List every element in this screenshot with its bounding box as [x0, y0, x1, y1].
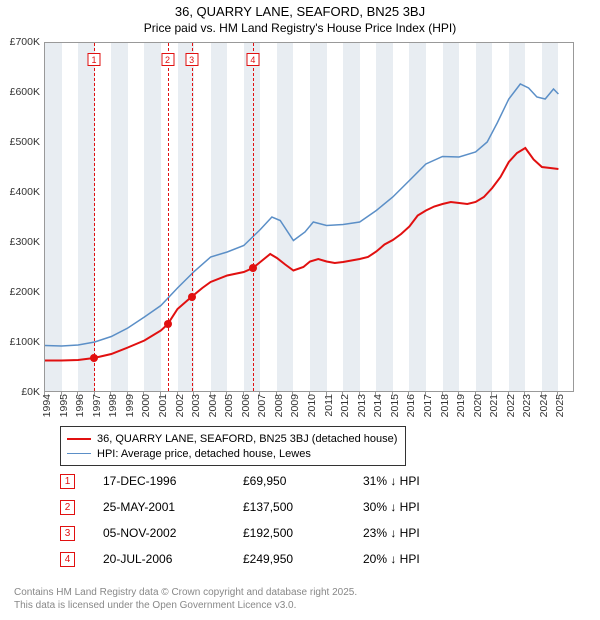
- y-axis-label: £200K: [0, 286, 40, 298]
- sale-delta: 20% ↓ HPI: [363, 552, 483, 566]
- sale-date: 05-NOV-2002: [103, 526, 243, 540]
- x-axis-label: 2020: [472, 394, 484, 417]
- x-axis-label: 2022: [505, 394, 517, 417]
- x-axis-label: 2023: [521, 394, 533, 417]
- legend-row: HPI: Average price, detached house, Lewe…: [67, 446, 397, 461]
- sale-price: £249,950: [243, 552, 363, 566]
- sale-dash-line: [192, 43, 193, 391]
- x-axis-label: 2014: [372, 394, 384, 417]
- sale-dash-line: [253, 43, 254, 391]
- x-axis-label: 2016: [405, 394, 417, 417]
- x-axis-label: 2010: [306, 394, 318, 417]
- sale-delta: 31% ↓ HPI: [363, 474, 483, 488]
- sale-dash-line: [168, 43, 169, 391]
- x-axis-label: 1998: [107, 394, 119, 417]
- legend-swatch-property: [67, 438, 91, 440]
- x-axis-label: 2012: [339, 394, 351, 417]
- series-line: [45, 148, 558, 361]
- sale-marker-icon: 1: [88, 53, 101, 66]
- sale-marker-icon: 2: [60, 500, 75, 515]
- sale-dot-icon: [164, 320, 172, 328]
- x-axis-label: 2017: [422, 394, 434, 417]
- legend-label: HPI: Average price, detached house, Lewe…: [97, 448, 311, 460]
- x-axis-label: 2019: [455, 394, 467, 417]
- sale-price: £137,500: [243, 500, 363, 514]
- sale-dot-icon: [249, 264, 257, 272]
- x-axis-label: 1995: [58, 394, 70, 417]
- sale-delta: 23% ↓ HPI: [363, 526, 483, 540]
- y-axis-label: £100K: [0, 336, 40, 348]
- sale-delta: 30% ↓ HPI: [363, 500, 483, 514]
- sale-marker-icon: 2: [161, 53, 174, 66]
- x-axis-label: 2009: [289, 394, 301, 417]
- y-axis-label: £300K: [0, 236, 40, 248]
- legend-label: 36, QUARRY LANE, SEAFORD, BN25 3BJ (deta…: [97, 433, 397, 445]
- y-axis-label: £500K: [0, 136, 40, 148]
- legend-swatch-hpi: [67, 453, 91, 455]
- y-axis-label: £0K: [0, 386, 40, 398]
- x-axis-label: 2005: [223, 394, 235, 417]
- sale-marker-icon: 4: [246, 53, 259, 66]
- y-axis-label: £600K: [0, 86, 40, 98]
- sale-marker-icon: 1: [60, 474, 75, 489]
- sale-marker-icon: 3: [185, 53, 198, 66]
- sale-price: £69,950: [243, 474, 363, 488]
- x-axis-label: 1994: [41, 394, 53, 417]
- sale-dot-icon: [188, 293, 196, 301]
- table-row: 3 05-NOV-2002 £192,500 23% ↓ HPI: [60, 520, 483, 546]
- x-axis-label: 2013: [356, 394, 368, 417]
- chart-container: 36, QUARRY LANE, SEAFORD, BN25 3BJ Price…: [0, 0, 600, 620]
- sales-table: 1 17-DEC-1996 £69,950 31% ↓ HPI 2 25-MAY…: [60, 468, 483, 572]
- chart-plot-area: 1 23 4: [44, 42, 574, 392]
- x-axis-label: 1997: [91, 394, 103, 417]
- sale-marker-icon: 4: [60, 552, 75, 567]
- x-axis-label: 2000: [140, 394, 152, 417]
- sale-date: 25-MAY-2001: [103, 500, 243, 514]
- x-axis-label: 2004: [207, 394, 219, 417]
- chart-subtitle: Price paid vs. HM Land Registry's House …: [0, 19, 600, 35]
- x-axis-label: 2003: [190, 394, 202, 417]
- chart-title: 36, QUARRY LANE, SEAFORD, BN25 3BJ: [0, 0, 600, 19]
- y-axis-label: £400K: [0, 186, 40, 198]
- table-row: 1 17-DEC-1996 £69,950 31% ↓ HPI: [60, 468, 483, 494]
- footnote-line: This data is licensed under the Open Gov…: [14, 600, 357, 613]
- x-axis-label: 2025: [554, 394, 566, 417]
- table-row: 4 20-JUL-2006 £249,950 20% ↓ HPI: [60, 546, 483, 572]
- x-axis-label: 2024: [538, 394, 550, 417]
- x-axis-label: 1996: [74, 394, 86, 417]
- x-axis-label: 1999: [124, 394, 136, 417]
- y-axis-label: £700K: [0, 36, 40, 48]
- sale-price: £192,500: [243, 526, 363, 540]
- legend-row: 36, QUARRY LANE, SEAFORD, BN25 3BJ (deta…: [67, 431, 397, 446]
- legend-box: 36, QUARRY LANE, SEAFORD, BN25 3BJ (deta…: [60, 426, 406, 466]
- sale-dot-icon: [90, 354, 98, 362]
- footnote: Contains HM Land Registry data © Crown c…: [14, 587, 357, 612]
- x-axis-label: 2018: [439, 394, 451, 417]
- sale-dash-line: [94, 43, 95, 391]
- sale-date: 20-JUL-2006: [103, 552, 243, 566]
- x-axis-label: 2007: [256, 394, 268, 417]
- x-axis-label: 2006: [240, 394, 252, 417]
- sale-marker-icon: 3: [60, 526, 75, 541]
- x-axis-label: 2021: [488, 394, 500, 417]
- x-axis-label: 2008: [273, 394, 285, 417]
- sale-date: 17-DEC-1996: [103, 474, 243, 488]
- table-row: 2 25-MAY-2001 £137,500 30% ↓ HPI: [60, 494, 483, 520]
- x-axis-label: 2015: [389, 394, 401, 417]
- x-axis-label: 2011: [323, 394, 335, 417]
- series-line: [45, 84, 558, 346]
- x-axis-label: 2001: [157, 394, 169, 417]
- footnote-line: Contains HM Land Registry data © Crown c…: [14, 587, 357, 600]
- x-axis-label: 2002: [174, 394, 186, 417]
- chart-lines-svg: [45, 43, 575, 393]
